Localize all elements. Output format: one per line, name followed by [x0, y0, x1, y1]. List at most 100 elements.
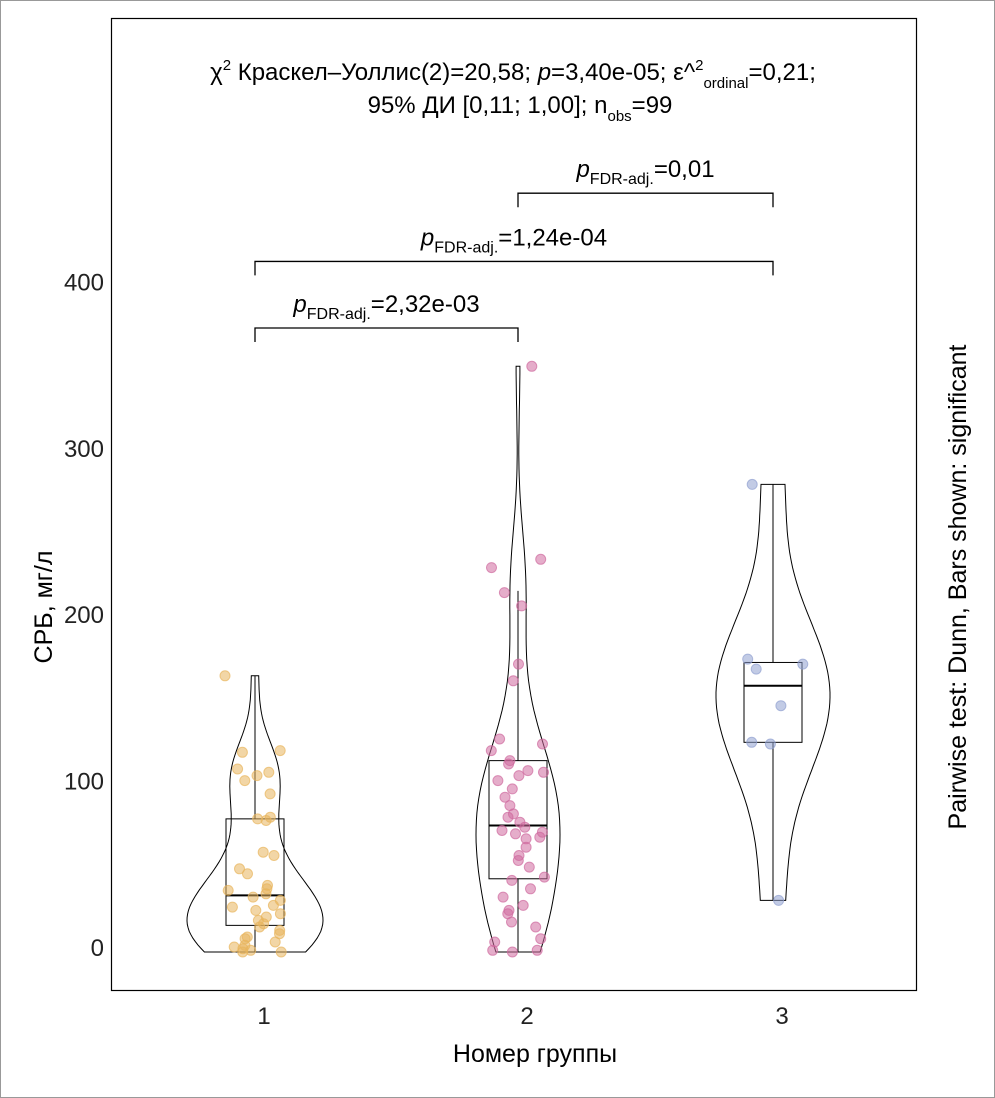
data-point: [242, 868, 253, 880]
data-point: [746, 478, 758, 490]
pairwise-test-caption: Pairwise test: Dunn, Bars shown: signifi…: [944, 344, 972, 829]
data-point: [274, 908, 286, 920]
groups: [186, 360, 831, 958]
data-point: [252, 914, 264, 926]
data-point: [519, 821, 531, 833]
y-tick-label: 300: [64, 436, 104, 463]
group-3: [715, 478, 831, 906]
data-point: [263, 766, 275, 778]
data-point: [257, 846, 269, 858]
data-point: [773, 894, 785, 906]
x-tick-label: 2: [520, 1003, 533, 1030]
data-point: [499, 791, 511, 803]
significance-brackets: pFDR-adj.=2,32e-03 pFDR-adj.=1,24e-04 pFDR…: [254, 156, 774, 342]
significance-label: pFDR-adj.=0,01: [575, 156, 714, 188]
data-point: [268, 850, 280, 861]
data-point: [742, 653, 754, 665]
data-point: [260, 815, 272, 826]
data-point: [526, 360, 538, 372]
data-point: [222, 884, 234, 896]
data-point: [520, 841, 532, 853]
significance-bar: [254, 327, 519, 342]
chart-title-line2: 95% ДИ [0,11; 1,00]; nobs=99: [368, 92, 673, 125]
data-point: [234, 863, 245, 875]
data-point: [247, 891, 259, 903]
data-point: [485, 745, 497, 757]
x-tick-label: 3: [775, 1003, 788, 1030]
x-tick-label: 1: [257, 1003, 270, 1030]
y-tick-label: 400: [64, 269, 104, 296]
plot-panel: [110, 17, 918, 992]
significance-label: pFDR-adj.=2,32e-03: [292, 291, 479, 323]
data-point: [236, 746, 248, 758]
data-point: [506, 874, 518, 886]
data-point: [516, 600, 528, 612]
data-point: [503, 758, 515, 770]
data-point: [775, 700, 787, 712]
violin: [715, 483, 831, 901]
data-point: [538, 871, 550, 883]
x-axis-ticks: 1 2 3: [257, 1003, 788, 1030]
data-point: [239, 775, 251, 787]
data-point: [538, 766, 549, 778]
data-point: [237, 946, 249, 958]
data-point: [535, 933, 547, 945]
y-tick-label: 0: [91, 935, 104, 962]
data-point: [486, 562, 497, 574]
data-point: [531, 944, 543, 956]
data-point: [534, 831, 546, 843]
data-point: [264, 788, 276, 800]
data-point: [498, 587, 510, 599]
data-point: [517, 899, 529, 911]
data-point: [506, 783, 518, 795]
data-point: [232, 763, 244, 775]
data-point: [512, 855, 524, 866]
y-axis-ticks: 0 100 200 300 400: [64, 269, 104, 962]
data-point: [523, 861, 535, 873]
data-point: [506, 946, 518, 958]
data-point: [507, 675, 519, 687]
data-point: [497, 891, 509, 903]
significance-label: pFDR-adj.=1,24e-04: [420, 224, 607, 256]
data-point: [269, 936, 281, 948]
violin: [186, 675, 324, 953]
chart-title-line1: χ2 Краскел–Уоллис(2)=20,58; p=3,40e-05; …: [210, 57, 816, 92]
y-axis-label: СРБ, мг/л: [30, 551, 58, 664]
data-point: [535, 553, 547, 565]
data-point: [487, 944, 499, 956]
data-point: [530, 921, 542, 933]
violin: [475, 365, 561, 953]
data-point: [746, 736, 758, 748]
data-point: [494, 733, 506, 745]
y-tick-label: 200: [64, 602, 104, 629]
data-point: [513, 770, 525, 782]
data-point: [506, 916, 517, 928]
data-point: [260, 888, 272, 900]
data-point: [492, 775, 504, 787]
significance-bar: [517, 192, 774, 208]
data-point: [764, 738, 776, 750]
group-1: [186, 670, 324, 958]
box: [488, 760, 548, 880]
data-point: [750, 663, 762, 675]
group-2: [475, 360, 561, 958]
data-point: [525, 883, 536, 895]
data-point: [502, 811, 514, 823]
data-point: [250, 904, 262, 916]
significance-bar: [254, 260, 774, 276]
data-point: [267, 899, 279, 911]
x-axis-label: Номер группы: [453, 1040, 617, 1068]
y-tick-label: 100: [64, 769, 104, 796]
data-point: [510, 828, 521, 840]
data-point: [275, 946, 287, 958]
data-point: [522, 765, 534, 777]
data-point: [513, 658, 524, 670]
data-point: [226, 901, 238, 913]
data-point: [219, 670, 231, 682]
data-point: [537, 738, 548, 750]
data-point: [251, 770, 263, 782]
data-point: [274, 745, 286, 757]
data-point: [496, 825, 508, 836]
